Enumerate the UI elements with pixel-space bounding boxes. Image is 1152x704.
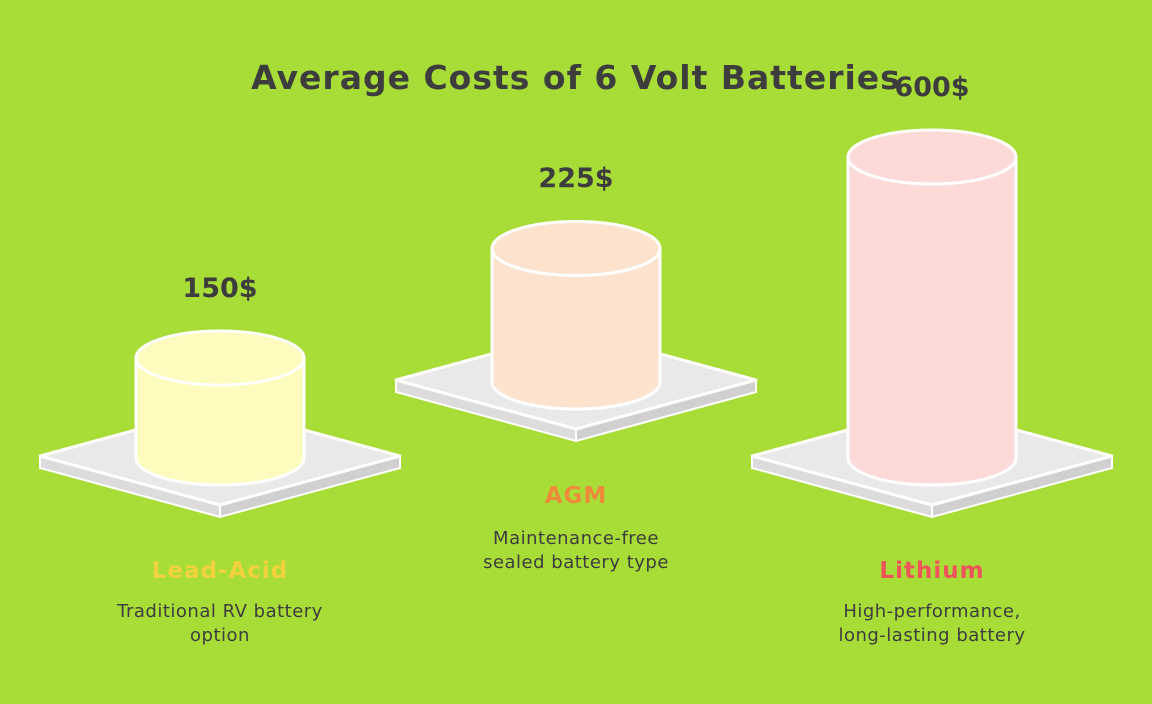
category-label-agm: AGM — [544, 483, 608, 509]
value-label-lithium: 600$ — [894, 71, 970, 103]
cylinder-top — [490, 219, 662, 277]
description-line: Traditional RV battery — [117, 601, 323, 622]
cylinder-top — [846, 128, 1018, 186]
cylinder-body — [846, 155, 1018, 487]
bar-lithium — [750, 128, 1114, 519]
description-agm: Maintenance-free sealed battery type — [406, 527, 746, 575]
description-line: sealed battery type — [483, 552, 669, 573]
category-label-lithium: Lithium — [879, 558, 985, 584]
cylinder-top — [134, 329, 306, 387]
cylinder-body — [490, 246, 662, 411]
bar-lead-acid — [38, 329, 402, 519]
description-line: High-performance, — [843, 601, 1021, 622]
description-lithium: High-performance, long-lasting battery — [762, 600, 1102, 648]
chart-title: Average Costs of 6 Volt Batteries — [251, 58, 901, 97]
value-label-lead-acid: 150$ — [182, 272, 258, 304]
category-label-lead-acid: Lead-Acid — [151, 558, 289, 584]
cylinder-body — [134, 356, 306, 487]
description-line: long-lasting battery — [838, 625, 1026, 646]
bar-agm — [394, 219, 758, 443]
description-line: Maintenance-free — [493, 528, 659, 549]
description-lead-acid: Traditional RV battery option — [50, 600, 390, 648]
value-label-agm: 225$ — [538, 163, 614, 195]
description-line: option — [190, 625, 250, 646]
